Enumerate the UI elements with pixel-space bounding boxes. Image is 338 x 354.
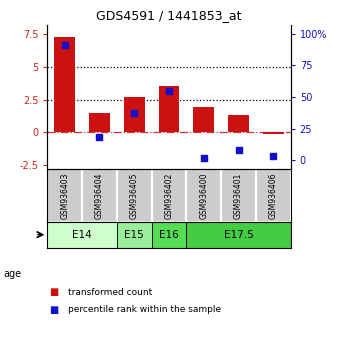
Text: age: age bbox=[3, 269, 22, 279]
Bar bbox=[186, 222, 291, 248]
Text: GSM936402: GSM936402 bbox=[165, 172, 173, 218]
Text: GSM936403: GSM936403 bbox=[60, 172, 69, 218]
Text: E15: E15 bbox=[124, 230, 144, 240]
Text: GSM936404: GSM936404 bbox=[95, 172, 104, 218]
Point bbox=[97, 135, 102, 140]
Bar bbox=[256, 169, 291, 222]
Text: E17.5: E17.5 bbox=[224, 230, 254, 240]
Bar bbox=[124, 97, 145, 132]
Text: E14: E14 bbox=[72, 230, 92, 240]
Text: GSM936401: GSM936401 bbox=[234, 172, 243, 218]
Bar bbox=[159, 86, 179, 132]
Text: GSM936406: GSM936406 bbox=[269, 172, 278, 218]
Bar bbox=[47, 169, 82, 222]
Bar bbox=[186, 169, 221, 222]
Bar bbox=[221, 169, 256, 222]
Point bbox=[131, 110, 137, 116]
Text: GSM936405: GSM936405 bbox=[130, 172, 139, 218]
Text: ■: ■ bbox=[49, 287, 58, 297]
Text: E16: E16 bbox=[159, 230, 179, 240]
Point bbox=[271, 154, 276, 159]
Point bbox=[62, 42, 67, 48]
Bar bbox=[117, 222, 152, 248]
Bar bbox=[47, 222, 117, 248]
Bar bbox=[193, 107, 214, 132]
Bar bbox=[117, 169, 152, 222]
Point bbox=[201, 155, 207, 160]
Bar bbox=[82, 169, 117, 222]
Bar bbox=[228, 115, 249, 132]
Point bbox=[166, 88, 172, 93]
Bar bbox=[152, 222, 186, 248]
Text: transformed count: transformed count bbox=[68, 287, 152, 297]
Text: ■: ■ bbox=[49, 305, 58, 315]
Bar bbox=[89, 113, 110, 132]
Text: percentile rank within the sample: percentile rank within the sample bbox=[68, 305, 221, 314]
Bar bbox=[54, 36, 75, 132]
Bar bbox=[152, 169, 186, 222]
Bar bbox=[263, 132, 284, 134]
Text: GSM936400: GSM936400 bbox=[199, 172, 208, 218]
Title: GDS4591 / 1441853_at: GDS4591 / 1441853_at bbox=[96, 9, 242, 22]
Point bbox=[236, 147, 241, 153]
